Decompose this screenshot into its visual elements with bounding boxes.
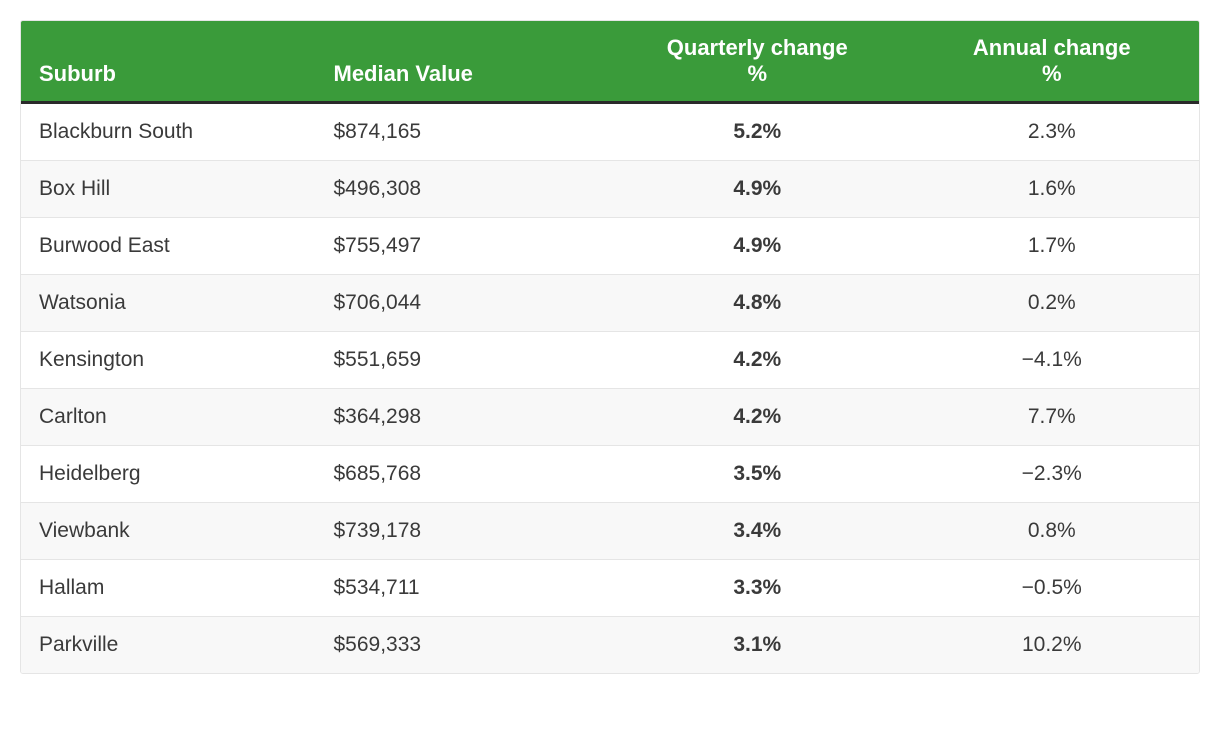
table-body: Blackburn South$874,1655.2%2.3%Box Hill$… <box>21 103 1199 674</box>
header-annual-label-2: % <box>923 61 1182 87</box>
cell-median: $706,044 <box>316 275 611 332</box>
header-row: Suburb Median Value Quarterly change % A… <box>21 21 1199 103</box>
cell-median: $364,298 <box>316 389 611 446</box>
cell-suburb: Heidelberg <box>21 446 316 503</box>
cell-suburb: Watsonia <box>21 275 316 332</box>
header-suburb-label: Suburb <box>39 61 298 87</box>
cell-quarterly: 4.2% <box>610 389 905 446</box>
cell-annual: −0.5% <box>905 560 1200 617</box>
cell-quarterly: 4.2% <box>610 332 905 389</box>
header-quarterly-label-2: % <box>628 61 887 87</box>
table-header: Suburb Median Value Quarterly change % A… <box>21 21 1199 103</box>
header-quarterly: Quarterly change % <box>610 21 905 103</box>
cell-annual: 1.6% <box>905 161 1200 218</box>
table-row: Carlton$364,2984.2%7.7% <box>21 389 1199 446</box>
table-row: Burwood East$755,4974.9%1.7% <box>21 218 1199 275</box>
cell-suburb: Hallam <box>21 560 316 617</box>
cell-median: $569,333 <box>316 617 611 674</box>
cell-quarterly: 4.9% <box>610 218 905 275</box>
header-suburb: Suburb <box>21 21 316 103</box>
data-table: Suburb Median Value Quarterly change % A… <box>21 21 1199 673</box>
suburb-value-table: Suburb Median Value Quarterly change % A… <box>20 20 1200 674</box>
cell-quarterly: 3.3% <box>610 560 905 617</box>
header-annual-label-1: Annual change <box>923 35 1182 61</box>
cell-quarterly: 3.4% <box>610 503 905 560</box>
cell-median: $874,165 <box>316 103 611 161</box>
cell-annual: 1.7% <box>905 218 1200 275</box>
cell-suburb: Box Hill <box>21 161 316 218</box>
header-median: Median Value <box>316 21 611 103</box>
cell-annual: −2.3% <box>905 446 1200 503</box>
cell-suburb: Parkville <box>21 617 316 674</box>
table-row: Box Hill$496,3084.9%1.6% <box>21 161 1199 218</box>
cell-median: $755,497 <box>316 218 611 275</box>
cell-suburb: Kensington <box>21 332 316 389</box>
header-annual: Annual change % <box>905 21 1200 103</box>
cell-annual: 2.3% <box>905 103 1200 161</box>
header-median-label: Median Value <box>334 61 593 87</box>
cell-quarterly: 5.2% <box>610 103 905 161</box>
cell-suburb: Carlton <box>21 389 316 446</box>
table-row: Watsonia$706,0444.8%0.2% <box>21 275 1199 332</box>
cell-annual: −4.1% <box>905 332 1200 389</box>
cell-median: $739,178 <box>316 503 611 560</box>
cell-suburb: Blackburn South <box>21 103 316 161</box>
cell-quarterly: 4.9% <box>610 161 905 218</box>
table-row: Blackburn South$874,1655.2%2.3% <box>21 103 1199 161</box>
table-row: Kensington$551,6594.2%−4.1% <box>21 332 1199 389</box>
cell-annual: 10.2% <box>905 617 1200 674</box>
cell-annual: 0.2% <box>905 275 1200 332</box>
header-quarterly-label-1: Quarterly change <box>628 35 887 61</box>
table-row: Heidelberg$685,7683.5%−2.3% <box>21 446 1199 503</box>
cell-quarterly: 3.1% <box>610 617 905 674</box>
cell-median: $534,711 <box>316 560 611 617</box>
cell-suburb: Viewbank <box>21 503 316 560</box>
cell-suburb: Burwood East <box>21 218 316 275</box>
cell-annual: 0.8% <box>905 503 1200 560</box>
table-row: Viewbank$739,1783.4%0.8% <box>21 503 1199 560</box>
table-row: Parkville$569,3333.1%10.2% <box>21 617 1199 674</box>
table-row: Hallam$534,7113.3%−0.5% <box>21 560 1199 617</box>
cell-median: $551,659 <box>316 332 611 389</box>
cell-quarterly: 4.8% <box>610 275 905 332</box>
cell-median: $685,768 <box>316 446 611 503</box>
cell-annual: 7.7% <box>905 389 1200 446</box>
cell-median: $496,308 <box>316 161 611 218</box>
cell-quarterly: 3.5% <box>610 446 905 503</box>
